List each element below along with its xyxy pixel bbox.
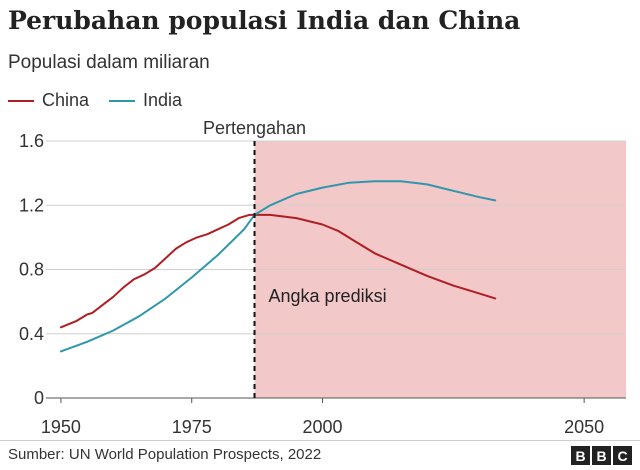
y-tick-label: 0.4	[19, 324, 44, 344]
midpoint-label: Pertengahan	[203, 118, 306, 138]
y-tick-label: 1.2	[19, 195, 44, 215]
source-note: Sumber: UN World Population Prospects, 2…	[8, 446, 322, 463]
y-tick-label: 1.6	[19, 131, 44, 151]
legend-label-india: India	[143, 90, 183, 110]
x-tick-label: 1950	[41, 417, 81, 437]
legend-item-india: India	[109, 90, 182, 111]
x-tick-label: 2050	[564, 417, 604, 437]
footer-divider	[0, 440, 640, 441]
legend-swatch-india	[109, 99, 136, 102]
x-axis: 1950 1975 2000 2050	[41, 398, 604, 437]
chart-title: Perubahan populasi India dan China	[8, 6, 521, 35]
chart-area: 1.6 1.2 0.8 0.4 0 1950 1975 2000 2050 Pertengah…	[19, 118, 626, 437]
series-line-india	[59, 180, 497, 353]
bbc-logo-letter: B	[571, 446, 590, 465]
grid	[46, 140, 626, 399]
bbc-logo-letter: B	[592, 446, 611, 465]
legend-item-china: China	[8, 90, 89, 111]
bbc-logo: B B C	[569, 446, 632, 465]
chart-subtitle: Populasi dalam miliaran	[8, 52, 210, 73]
annotations: Pertengahan Angka prediksi	[203, 118, 387, 398]
legend: China India	[8, 90, 202, 111]
y-axis: 1.6 1.2 0.8 0.4 0	[19, 131, 44, 408]
series-lines	[59, 180, 497, 353]
legend-swatch-china	[8, 99, 34, 102]
y-tick-label: 0.8	[19, 260, 44, 280]
projection-label: Angka prediksi	[269, 286, 387, 306]
x-tick-label: 1975	[172, 417, 212, 437]
legend-label-china: China	[42, 90, 90, 110]
x-tick-label: 2000	[303, 417, 343, 437]
series-line-china	[59, 213, 497, 329]
bbc-logo-letter: C	[613, 446, 632, 465]
y-tick-label: 0	[34, 388, 44, 408]
